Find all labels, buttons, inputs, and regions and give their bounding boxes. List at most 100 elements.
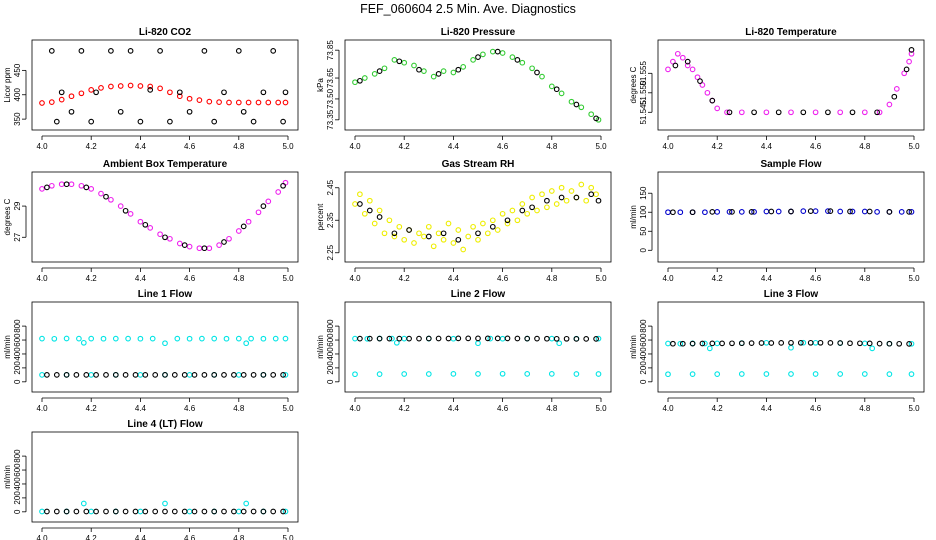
y-tick-label: 0	[13, 379, 22, 384]
data-point	[98, 190, 104, 197]
panel-title: Li-820 Temperature	[745, 27, 837, 38]
data-point	[719, 340, 725, 347]
data-point	[127, 48, 134, 54]
data-point	[112, 335, 119, 342]
data-point	[73, 372, 80, 378]
data-point	[475, 335, 481, 342]
panel-title: Ambient Box Temperature	[103, 159, 228, 170]
x-tick-label: 5.0	[595, 142, 607, 151]
x-tick-label: 5.0	[282, 534, 294, 540]
data-point	[83, 508, 90, 515]
data-point	[593, 115, 599, 122]
data-point	[519, 201, 526, 207]
data-point	[147, 83, 154, 90]
data-point	[357, 191, 363, 198]
x-tick-label: 4.8	[233, 534, 245, 540]
data-point	[699, 340, 706, 347]
data-point	[167, 118, 173, 125]
data-point	[226, 99, 232, 106]
data-point	[539, 191, 545, 198]
data-point	[704, 89, 711, 96]
y-axis-label: ml/min	[316, 335, 325, 359]
data-point	[484, 335, 491, 342]
data-point	[221, 372, 227, 378]
y-tick-label: 150	[639, 186, 648, 200]
x-tick-label: 4.2	[86, 404, 98, 413]
data-point	[529, 204, 535, 211]
x-tick-label: 4.8	[859, 274, 871, 283]
data-point	[812, 371, 819, 377]
data-point	[480, 220, 486, 227]
data-point	[568, 188, 575, 194]
data-point	[573, 194, 580, 201]
data-point	[186, 95, 193, 102]
data-point	[548, 188, 555, 194]
data-point	[201, 245, 208, 252]
data-point	[53, 372, 60, 378]
series-2	[44, 372, 286, 378]
plot-frame	[657, 39, 925, 131]
data-point	[245, 218, 252, 225]
data-point	[729, 209, 735, 215]
data-point	[83, 184, 90, 191]
data-point	[788, 371, 794, 377]
x-tick-label: 4.8	[546, 404, 558, 413]
data-point	[665, 66, 671, 73]
data-point	[499, 50, 506, 56]
data-point	[558, 90, 565, 97]
x-tick-label: 4.0	[662, 142, 674, 151]
data-point	[573, 336, 580, 342]
y-tick-label: 73.65	[326, 67, 335, 88]
data-point	[738, 109, 745, 116]
series-1	[39, 335, 289, 378]
data-point	[63, 508, 70, 515]
data-point	[352, 371, 358, 378]
x-tick-label: 5.0	[908, 142, 920, 151]
y-tick-label: 0	[13, 509, 22, 514]
data-point	[906, 209, 912, 215]
data-point	[93, 508, 99, 515]
data-point	[396, 223, 403, 230]
data-point	[450, 240, 457, 246]
panel-line-4-lt-flow: Line 4 (LT) Flow 4.0 4.2 4.4 4.6 4.8 5.0 0 20040…	[3, 419, 299, 540]
data-point	[529, 65, 535, 72]
data-point	[903, 66, 910, 73]
data-point	[702, 340, 708, 347]
data-point	[211, 335, 218, 342]
data-point	[514, 217, 521, 224]
data-point	[280, 118, 286, 125]
data-point	[440, 68, 447, 74]
data-point	[812, 208, 819, 214]
data-point	[357, 77, 363, 84]
data-point	[117, 203, 124, 209]
data-point	[670, 340, 676, 347]
data-point	[677, 209, 684, 216]
data-point	[665, 371, 671, 378]
data-point	[908, 47, 915, 53]
data-point	[709, 97, 716, 104]
data-point	[726, 109, 733, 116]
data-point	[800, 339, 807, 346]
data-point	[876, 109, 883, 116]
panel-line-3-flow: Line 3 Flow 4.0 4.2 4.4 4.6 4.8 5.0 0 2004006008…	[629, 289, 925, 413]
data-point	[475, 340, 481, 347]
data-point	[827, 208, 834, 214]
data-point	[475, 236, 481, 243]
data-point	[416, 66, 422, 73]
data-point	[235, 99, 242, 106]
data-point	[593, 191, 599, 198]
data-point	[440, 236, 447, 243]
data-point	[63, 335, 70, 342]
y-tick-label: 200	[326, 361, 335, 375]
data-point	[430, 243, 437, 250]
y-tick-label: 0	[639, 379, 648, 384]
data-point	[191, 372, 198, 378]
data-point	[475, 54, 481, 60]
data-point	[186, 372, 193, 378]
data-point	[216, 242, 222, 248]
data-point	[775, 208, 782, 215]
y-tick-label: 50	[639, 226, 648, 235]
data-point	[235, 372, 242, 378]
data-point	[80, 500, 87, 507]
y-tick-label: 2.45	[326, 179, 335, 195]
